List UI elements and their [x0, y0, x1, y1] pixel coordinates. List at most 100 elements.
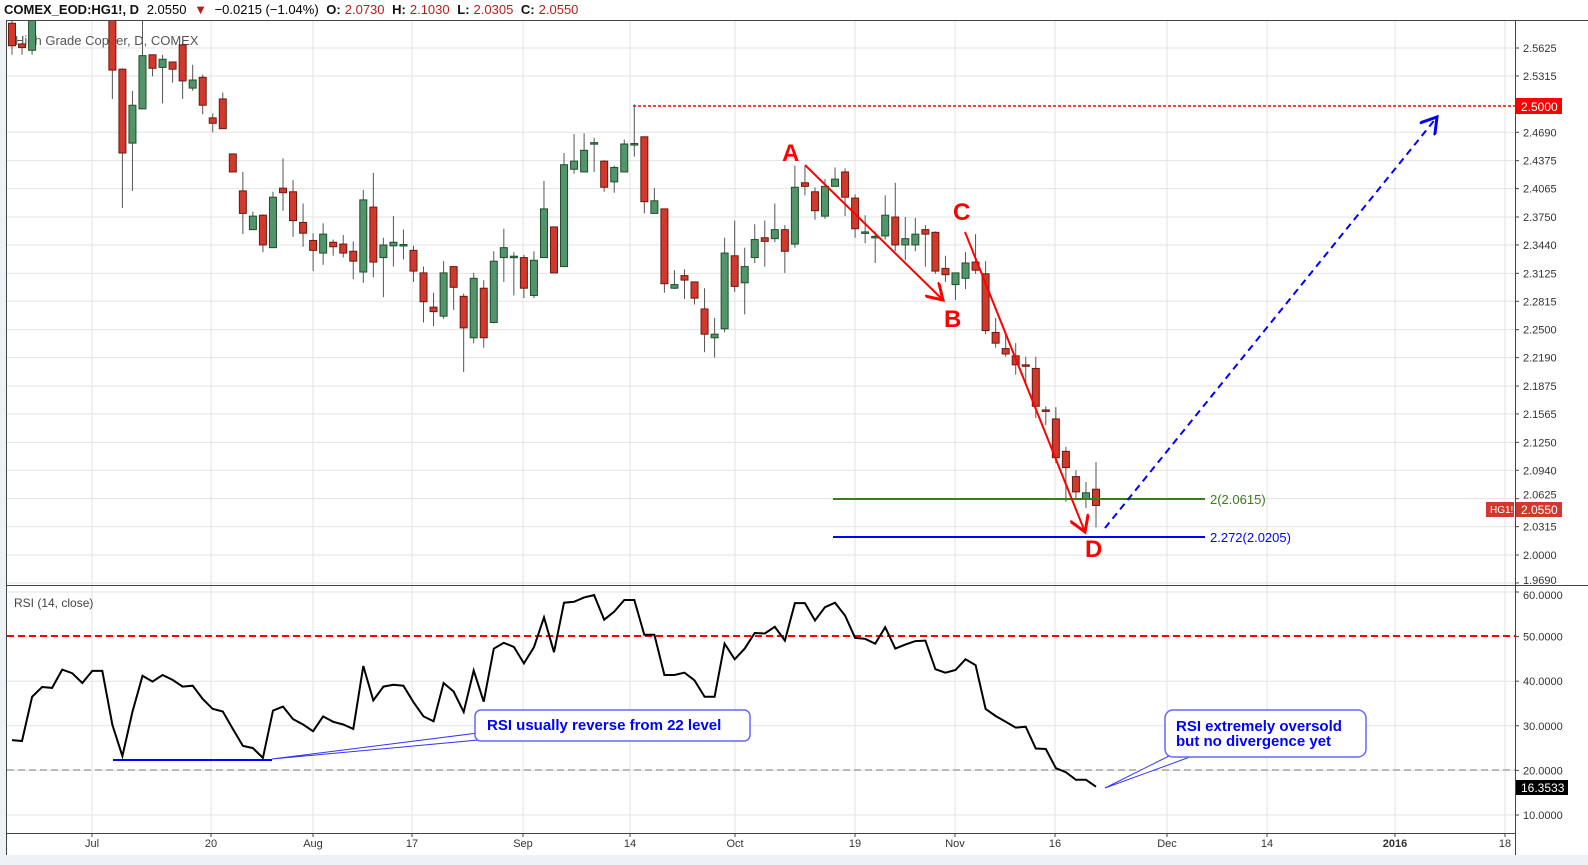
candle[interactable]: [770, 203, 779, 243]
candle[interactable]: [861, 215, 870, 244]
candle[interactable]: [178, 41, 187, 99]
candle[interactable]: [519, 254, 528, 299]
candle[interactable]: [901, 217, 910, 261]
candle[interactable]: [921, 225, 930, 267]
callout-rsi-22[interactable]: RSI usually reverse from 22 level: [271, 709, 751, 760]
candle[interactable]: [228, 153, 237, 173]
candle[interactable]: [279, 158, 287, 211]
candle[interactable]: [539, 180, 548, 259]
candle[interactable]: [831, 167, 840, 187]
candle[interactable]: [248, 211, 257, 231]
candle[interactable]: [610, 165, 619, 193]
candle[interactable]: [680, 269, 689, 300]
candle[interactable]: [529, 251, 538, 299]
candle[interactable]: [1061, 446, 1070, 502]
candle[interactable]: [319, 223, 328, 265]
candle[interactable]: [800, 165, 809, 196]
candle[interactable]: [941, 255, 950, 282]
rsi-axis[interactable]: 60.0000 50.0000 40.0000 30.0000 20.0000 10.00…: [1515, 590, 1563, 822]
candle[interactable]: [479, 280, 488, 348]
candle[interactable]: [198, 74, 207, 115]
candle[interactable]: [509, 252, 518, 296]
candle[interactable]: [911, 217, 920, 252]
candle[interactable]: [951, 272, 960, 300]
candle[interactable]: [810, 187, 819, 220]
candle[interactable]: [108, 20, 117, 99]
candle[interactable]: [1041, 406, 1050, 426]
candle[interactable]: [740, 247, 749, 315]
rsi-line[interactable]: [11, 593, 1097, 788]
candle[interactable]: [1001, 335, 1010, 357]
candle[interactable]: [991, 317, 1000, 348]
candle[interactable]: [750, 224, 759, 263]
candle[interactable]: [550, 226, 558, 274]
candle[interactable]: [208, 113, 217, 133]
candle[interactable]: [389, 216, 398, 267]
candle[interactable]: [138, 20, 147, 110]
candle[interactable]: [349, 241, 358, 280]
wave-cd-arrow[interactable]: [964, 231, 1085, 532]
candle[interactable]: [981, 261, 990, 335]
candle[interactable]: [268, 191, 277, 249]
candle[interactable]: [158, 54, 167, 104]
candle[interactable]: [670, 270, 679, 290]
candle[interactable]: [730, 220, 739, 292]
candle[interactable]: [148, 54, 157, 77]
candle[interactable]: [961, 252, 970, 290]
candle[interactable]: [700, 288, 709, 353]
candle[interactable]: [449, 266, 458, 310]
candle[interactable]: [8, 20, 16, 55]
candle[interactable]: [218, 92, 227, 130]
candle[interactable]: [379, 237, 388, 298]
candle[interactable]: [18, 43, 27, 55]
candle[interactable]: [459, 293, 468, 373]
candle[interactable]: [570, 134, 579, 174]
candle[interactable]: [720, 237, 729, 333]
candle[interactable]: [188, 64, 197, 91]
candle[interactable]: [760, 220, 769, 267]
candle[interactable]: [620, 139, 629, 173]
candle[interactable]: [238, 171, 247, 235]
candle[interactable]: [419, 266, 428, 323]
time-axis[interactable]: Jul 20 Aug 17 Sep 14 Oct 19 Nov 16 Dec 14 2016 18: [85, 833, 1511, 850]
price-axis[interactable]: 2.5625 2.5315 2.4690 2.4375 2.4065 2.3750 2.34…: [1515, 43, 1557, 587]
candle[interactable]: [339, 235, 348, 258]
candle[interactable]: [931, 231, 940, 274]
candle[interactable]: [409, 245, 418, 282]
candle[interactable]: [600, 160, 609, 192]
candle[interactable]: [489, 251, 498, 324]
candle[interactable]: [429, 292, 438, 327]
candle[interactable]: [790, 165, 799, 248]
candle[interactable]: [309, 233, 318, 272]
candle[interactable]: [660, 208, 669, 293]
wave-ab-arrow[interactable]: [804, 164, 943, 300]
candle[interactable]: [258, 214, 267, 253]
candle[interactable]: [128, 90, 137, 191]
symbol-name[interactable]: COMEX_EOD:HG1!, D: [4, 2, 140, 17]
candle[interactable]: [289, 180, 298, 237]
callout-rsi-oversold[interactable]: RSI extremely oversold but no divergence…: [1104, 709, 1367, 789]
candle[interactable]: [1092, 462, 1100, 528]
candle[interactable]: [710, 317, 719, 358]
candle[interactable]: [580, 133, 589, 173]
candle[interactable]: [690, 281, 699, 305]
candle[interactable]: [841, 168, 850, 217]
candle[interactable]: [469, 272, 478, 344]
candle[interactable]: [499, 228, 508, 282]
candle[interactable]: [439, 261, 448, 319]
candle[interactable]: [891, 182, 900, 252]
candle[interactable]: [881, 195, 890, 240]
candle[interactable]: [780, 225, 789, 273]
candle[interactable]: [369, 172, 378, 278]
chart-canvas[interactable]: 2.5625 2.5315 2.4690 2.4375 2.4065 2.3750 2.34…: [0, 20, 1588, 865]
candle[interactable]: [329, 239, 338, 256]
candle[interactable]: [560, 153, 569, 268]
candle[interactable]: [399, 229, 408, 260]
candle[interactable]: [168, 61, 177, 83]
candle[interactable]: [28, 20, 37, 55]
candle[interactable]: [359, 189, 368, 283]
candle[interactable]: [118, 68, 127, 208]
candle[interactable]: [630, 104, 639, 157]
candle[interactable]: [1021, 356, 1030, 383]
projection-arrow[interactable]: [1104, 117, 1437, 529]
